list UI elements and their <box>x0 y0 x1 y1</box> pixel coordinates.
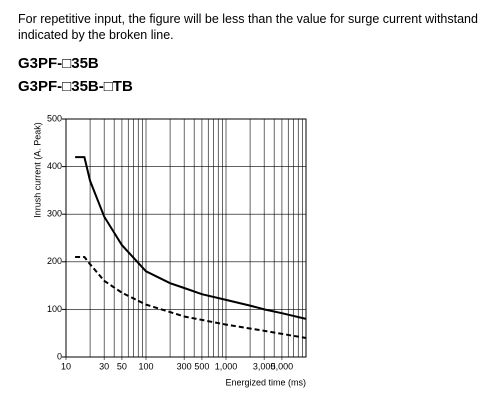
model-name: G3PF-□35B <box>18 55 99 72</box>
y-tick-label: 200 <box>47 256 62 266</box>
plot-frame <box>65 118 307 358</box>
x-tick-label: 3,000 <box>253 361 276 371</box>
model-name: G3PF-□35B-□TB <box>18 78 133 95</box>
note: For repetitive input, the figure will be… <box>18 12 478 42</box>
x-tick-label: 10 <box>61 361 71 371</box>
y-tick-label: 100 <box>47 304 62 314</box>
x-tick-label: 5,000 <box>271 361 294 371</box>
x-axis-label: Energized time (ms) <box>225 377 306 387</box>
x-tick-label: 500 <box>194 361 209 371</box>
y-axis-label: Inrush current (A. Peak) <box>32 122 42 218</box>
y-tick-label: 0 <box>57 351 62 361</box>
x-tick-label: 300 <box>177 361 192 371</box>
y-tick-label: 500 <box>47 113 62 123</box>
x-tick-label: 50 <box>117 361 127 371</box>
x-tick-label: 1,000 <box>215 361 238 371</box>
line-series <box>75 256 307 339</box>
line-series <box>75 156 307 320</box>
x-tick-label: 30 <box>99 361 109 371</box>
y-tick-label: 300 <box>47 209 62 219</box>
x-tick-label: 100 <box>138 361 153 371</box>
y-tick-label: 400 <box>47 161 62 171</box>
